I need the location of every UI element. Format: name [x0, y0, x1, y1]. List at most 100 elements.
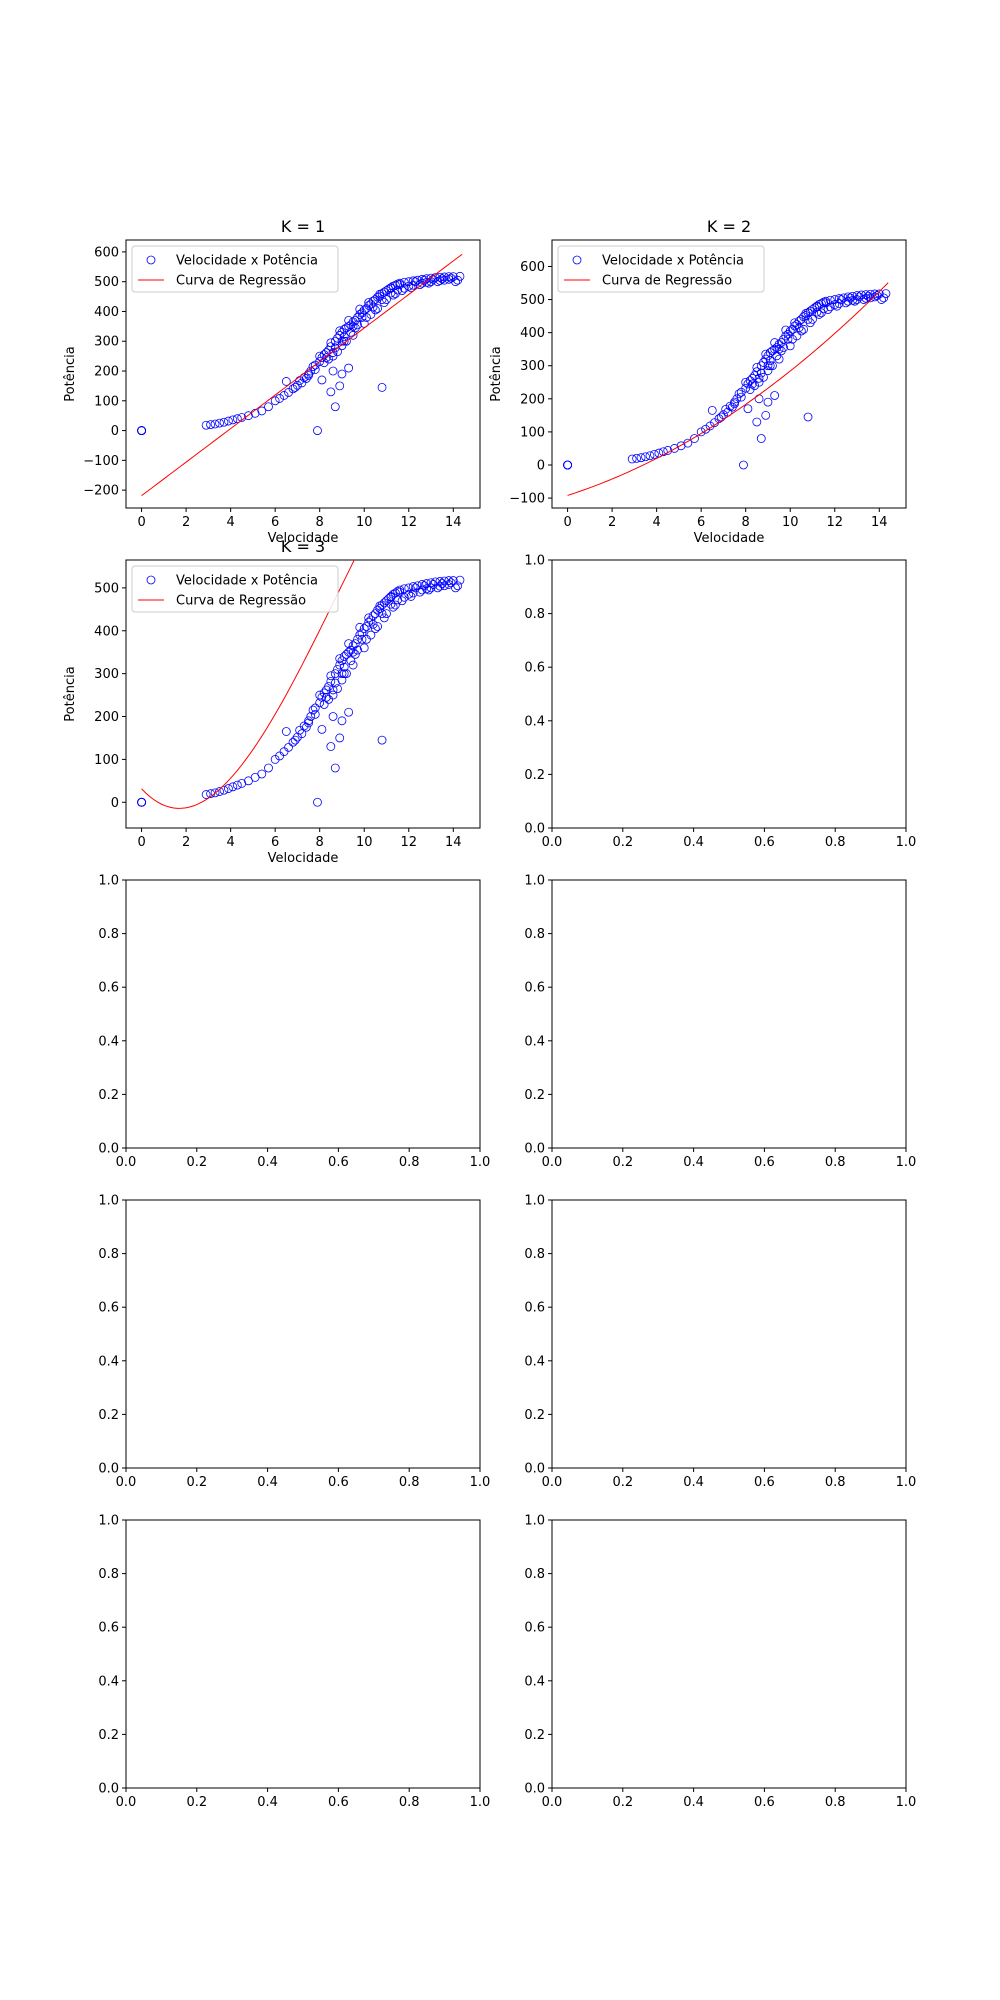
subplot-2: 0 2 4 6 8 10 12 14 −100 0 100 200 300 400 500 600 K = 2 V…	[489, 217, 907, 546]
scatter-point	[348, 317, 358, 327]
x-tick-label: 4	[653, 515, 661, 530]
scatter-point	[861, 290, 871, 299]
axes-frame	[551, 239, 907, 509]
y-tick-label: 0.4	[98, 1354, 119, 1369]
y-tick-label: 500	[94, 581, 119, 596]
x-tick-label: 14	[445, 515, 462, 530]
y-tick-label: 0.6	[524, 661, 545, 676]
x-tick-label: 0.0	[542, 835, 563, 850]
y-tick-label: 0.4	[524, 1674, 545, 1689]
x-tick-label: 12	[400, 515, 417, 530]
scatter-point	[819, 304, 829, 314]
y-tick-label: 0.4	[98, 1674, 119, 1689]
subplot-title: K = 1	[281, 217, 325, 236]
scatter-point	[451, 583, 460, 593]
scatter-point	[257, 406, 267, 416]
scatter-point	[328, 685, 338, 695]
scatter-point	[721, 405, 731, 414]
scatter-point	[377, 295, 387, 304]
scatter-point	[337, 369, 347, 379]
x-tick-label: 0.4	[683, 1475, 704, 1490]
scatter-point	[774, 344, 784, 354]
legend-entry: Curva de Regressão	[602, 274, 732, 289]
scatter-point	[388, 290, 398, 300]
scatter-point	[330, 669, 340, 679]
scatter-point	[812, 302, 822, 312]
scatter-point	[823, 305, 833, 314]
scatter-point	[636, 453, 646, 463]
scatter-point	[373, 292, 382, 302]
x-tick-label: 0.8	[399, 1475, 420, 1490]
scatter-point	[237, 779, 247, 788]
scatter-point	[439, 581, 449, 591]
scatter-point	[730, 399, 739, 409]
scatter-point	[304, 718, 313, 728]
scatter-point	[397, 286, 407, 296]
scatter-point	[228, 782, 238, 792]
y-tick-label: 200	[94, 365, 119, 380]
scatter-point	[310, 365, 320, 374]
scatter-point	[736, 392, 746, 402]
scatter-point	[279, 747, 289, 757]
scatter-point	[790, 321, 800, 331]
y-tick-label: 0	[111, 796, 119, 811]
scatter-point	[270, 754, 280, 764]
y-tick-label: 1.0	[524, 1194, 545, 1209]
scatter-point	[219, 785, 229, 795]
x-tick-label: 8	[316, 515, 324, 530]
scatter-point	[446, 273, 456, 283]
y-tick-label: 0.2	[524, 1728, 545, 1743]
x-tick-label: 0.6	[754, 1795, 775, 1810]
x-tick-label: 1.0	[896, 1155, 917, 1170]
scatter-point	[716, 412, 726, 422]
x-tick-label: 1.0	[896, 1795, 917, 1810]
scatter-point	[752, 362, 762, 372]
y-tick-label: 0.0	[524, 1142, 545, 1157]
scatter-point	[326, 671, 336, 681]
scatter-point	[284, 388, 293, 397]
scatter-point	[690, 434, 699, 443]
y-tick-label: 0.2	[98, 1728, 119, 1743]
subplot-3: 0 2 4 6 8 10 12 14 0 100 200 300 400 500 K = 3 Velocida…	[63, 537, 481, 866]
y-tick-label: 0.8	[524, 927, 545, 942]
scatter-point	[346, 327, 356, 337]
y-tick-label: 100	[520, 425, 545, 440]
scatter-point	[417, 585, 427, 595]
scatter-point	[701, 424, 711, 434]
plot-area	[137, 560, 465, 809]
scatter-point	[696, 427, 706, 437]
scatter-point	[747, 379, 757, 389]
scatter-point	[301, 722, 311, 732]
scatter-point	[270, 396, 280, 406]
x-tick-label: 0.4	[683, 1155, 704, 1170]
scatter-point	[346, 656, 356, 666]
scatter-point	[366, 310, 376, 319]
y-tick-label: 1.0	[98, 874, 119, 889]
scatter-point	[326, 742, 336, 751]
scatter-point	[364, 617, 374, 627]
scatter-point	[281, 727, 291, 736]
x-tick-label: 0.2	[186, 1155, 207, 1170]
scatter-point	[641, 452, 650, 462]
scatter-point	[310, 703, 320, 713]
scatter-point	[419, 581, 429, 591]
scatter-point	[321, 692, 331, 702]
y-tick-label: 0.2	[524, 1408, 545, 1423]
x-tick-label: 0.6	[754, 1475, 775, 1490]
x-tick-label: 1.0	[470, 1155, 491, 1170]
y-tick-label: 0.6	[98, 981, 119, 996]
x-tick-label: 0.8	[825, 1155, 846, 1170]
scatter-point	[290, 382, 300, 392]
scatter-point	[297, 729, 307, 739]
x-tick-label: 0.8	[825, 835, 846, 850]
scatter-point	[772, 351, 782, 361]
legend-marker-scatter	[146, 255, 156, 265]
scatter-point	[790, 318, 800, 328]
scatter-point	[408, 582, 418, 591]
scatter-point	[707, 405, 717, 415]
scatter-point	[411, 583, 420, 593]
x-axis-label: Velocidade	[268, 531, 339, 546]
plot-area	[137, 253, 465, 497]
scatter-point	[785, 341, 795, 351]
scatter-point	[848, 291, 857, 301]
